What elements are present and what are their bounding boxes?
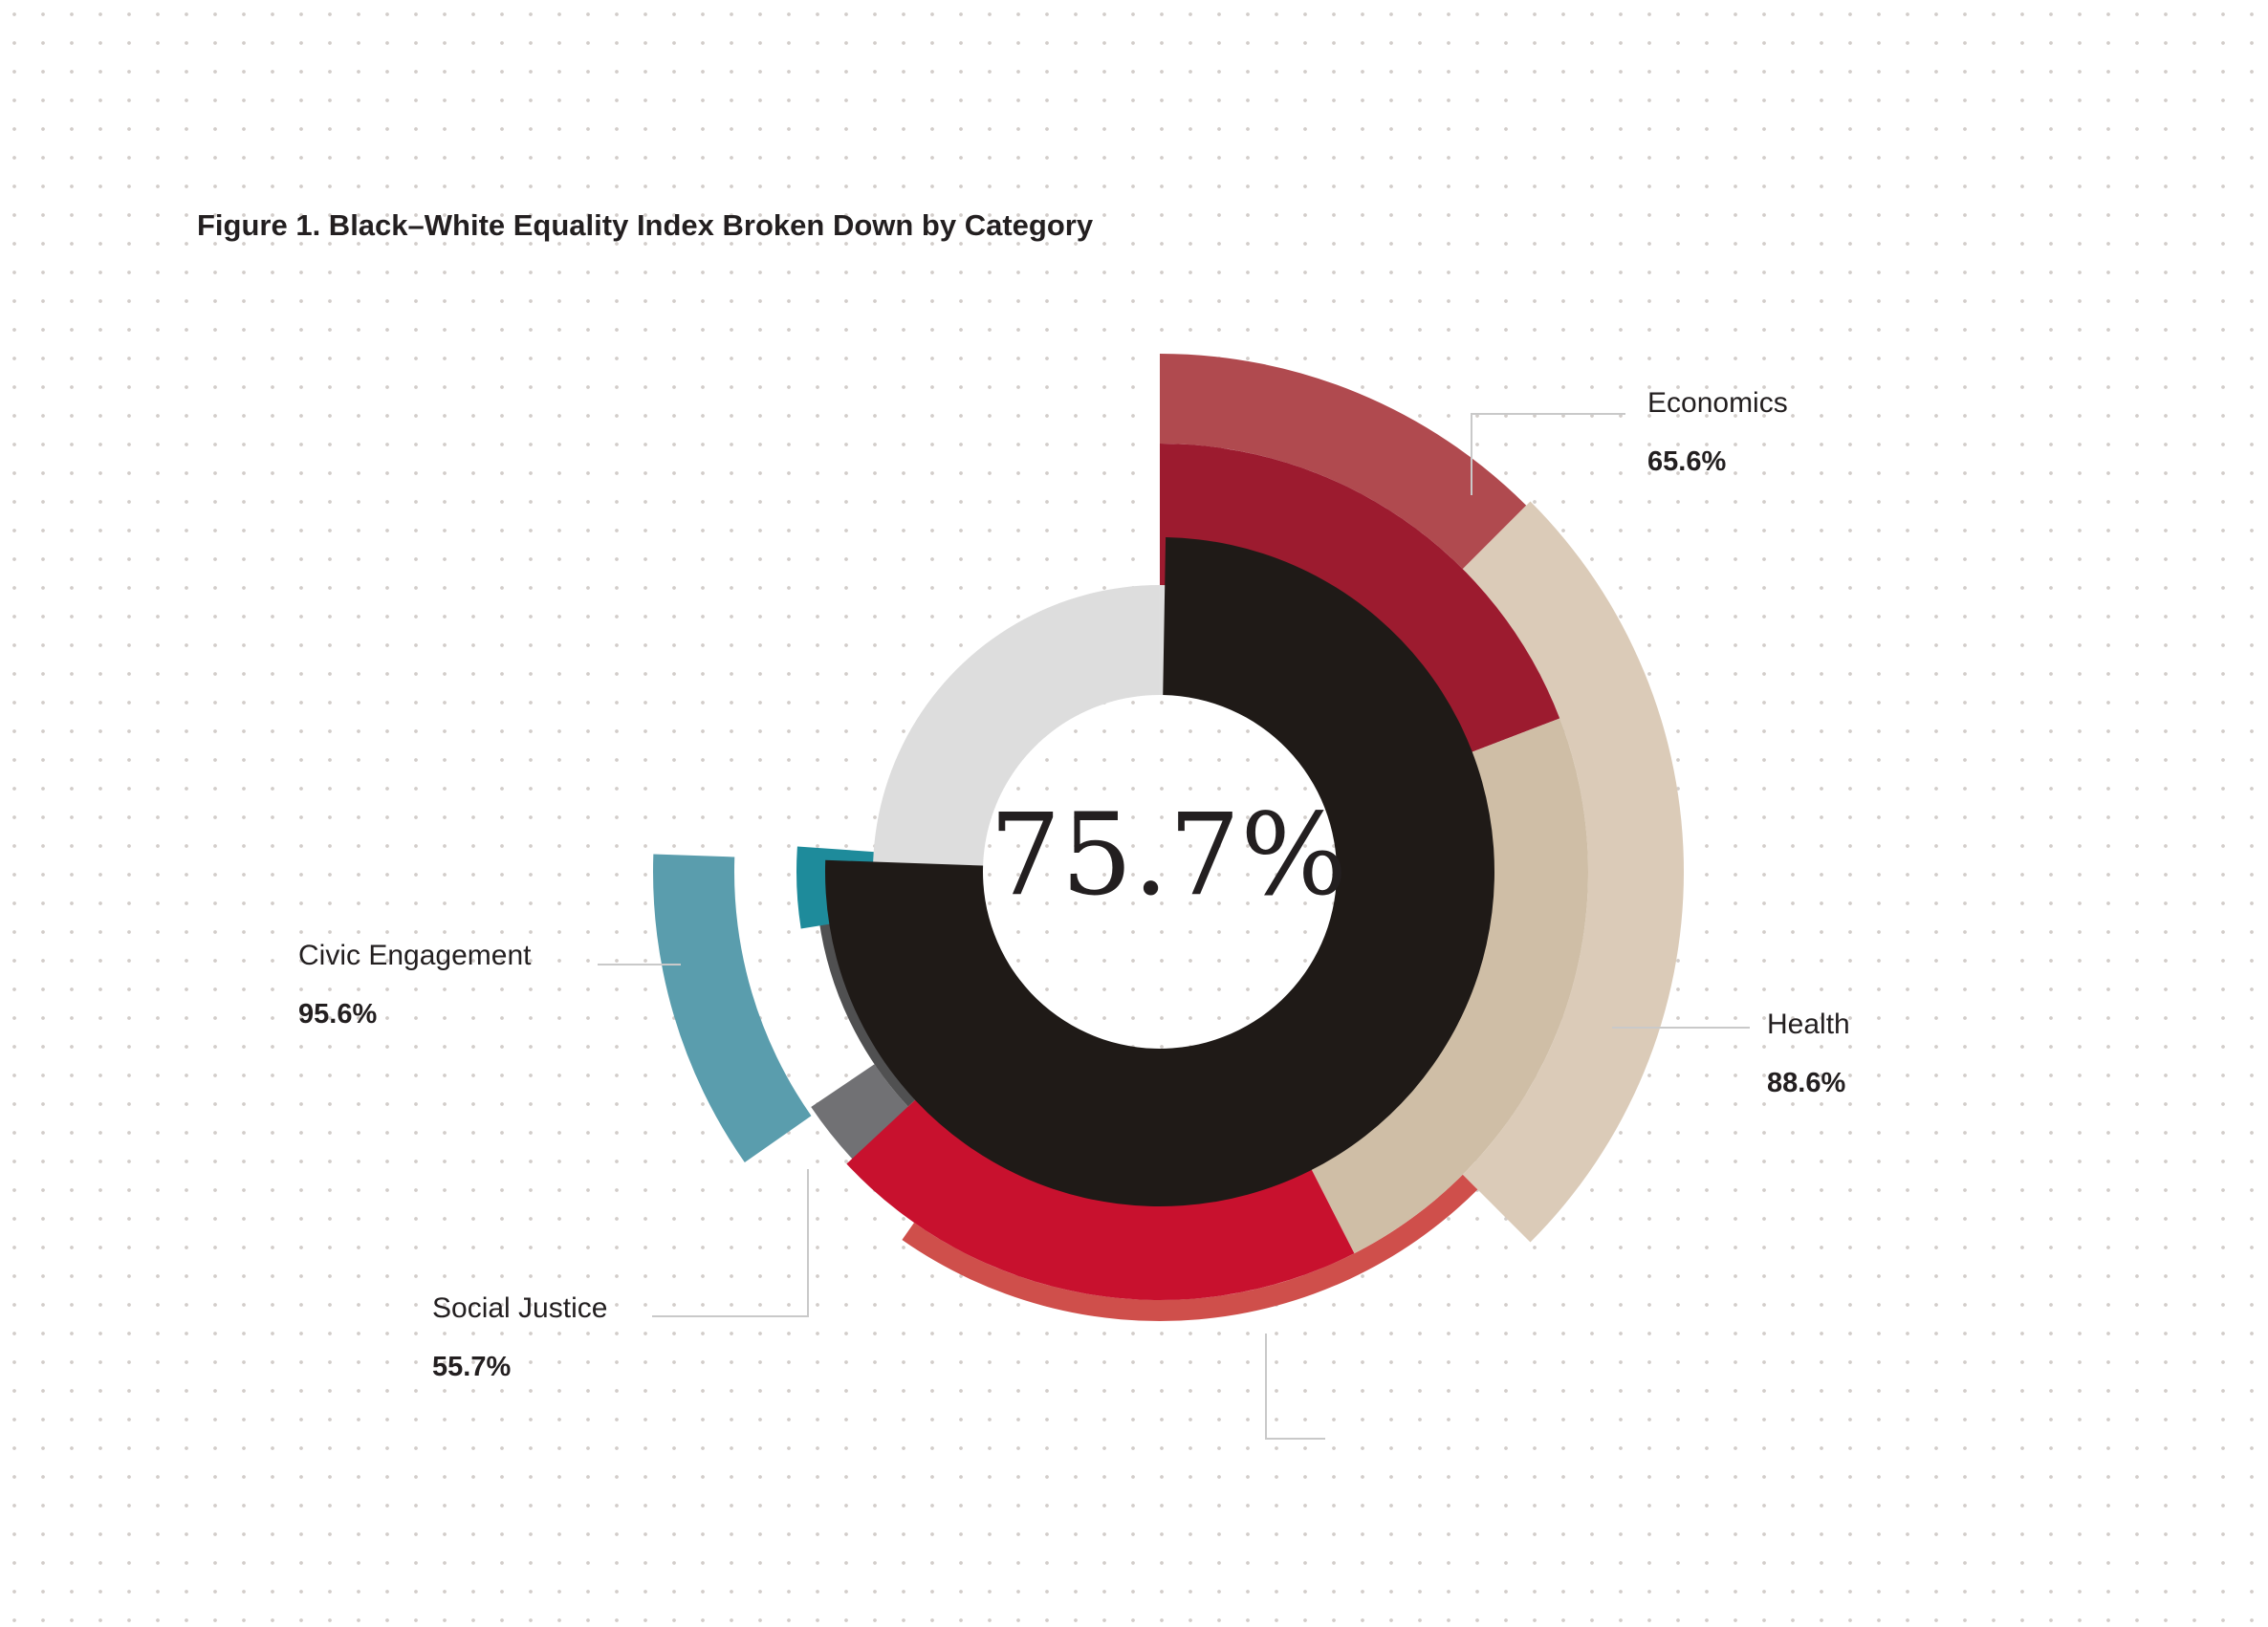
chart-rings <box>653 354 1684 1322</box>
category-value: 65.6% <box>1647 446 1727 477</box>
wedge-outer-economics <box>1160 354 1527 570</box>
category-name: Social Justice <box>432 1292 608 1324</box>
wedge-outer-unlabeled <box>902 1174 1478 1322</box>
chart-title: Figure 1. Black–White Equality Index Bro… <box>197 208 1094 242</box>
label-economics: Economics 65.6% <box>1647 387 1788 478</box>
overall-ring <box>825 537 1495 1206</box>
label-health: Health 88.6% <box>1767 1009 1850 1099</box>
overall-index-value: 75.7% <box>989 789 1348 921</box>
wedge-outer-civic-engagement <box>653 854 812 1162</box>
category-value: 88.6% <box>1767 1068 1846 1098</box>
leader-line-economics <box>1471 413 1625 495</box>
leader-line-social-justice <box>652 1169 809 1317</box>
leader-line-unlabeled <box>1265 1334 1325 1440</box>
category-name: Health <box>1767 1009 1850 1040</box>
label-civic-engagement: Civic Engagement 95.6% <box>298 940 531 1030</box>
category-value: 95.6% <box>298 999 378 1030</box>
category-name: Civic Engagement <box>298 940 532 971</box>
wedge-outer-health <box>1462 501 1684 1243</box>
category-name: Economics <box>1647 387 1788 419</box>
category-value: 55.7% <box>432 1352 512 1382</box>
label-social-justice: Social Justice 55.7% <box>432 1292 607 1383</box>
leader-lines <box>598 413 1750 1440</box>
